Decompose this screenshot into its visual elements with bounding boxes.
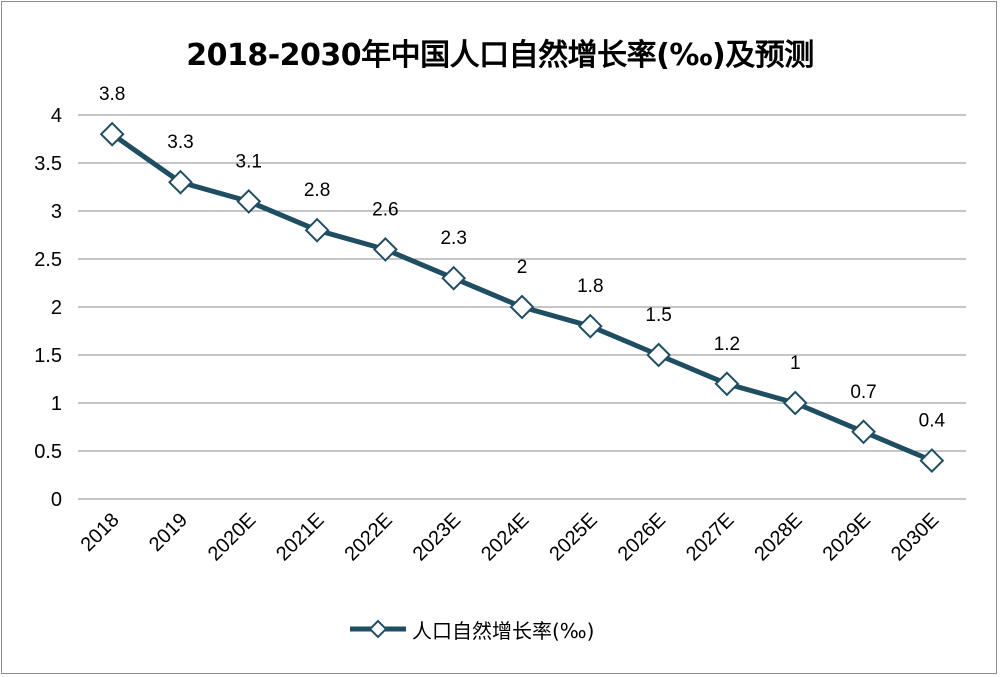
x-tick-label: 2022E bbox=[340, 509, 396, 565]
data-label: 3.1 bbox=[236, 151, 262, 172]
y-tick-label: 2.5 bbox=[34, 249, 62, 271]
data-point-marker bbox=[919, 448, 945, 474]
x-tick-label: 2021E bbox=[272, 509, 328, 565]
legend-label: 人口自然增长率(‰) bbox=[412, 618, 595, 643]
x-tick-label: 2020E bbox=[204, 509, 260, 565]
y-tick-label: 4 bbox=[51, 105, 62, 127]
legend: 人口自然增长率(‰) bbox=[350, 614, 594, 644]
chart-title: 2018-2030年中国人口自然增长率(‰)及预测 bbox=[186, 38, 814, 73]
data-label: 1.5 bbox=[645, 305, 671, 326]
data-label: 0.4 bbox=[919, 411, 946, 432]
x-tick-label: 2029E bbox=[819, 509, 875, 565]
data-point-marker bbox=[714, 371, 740, 397]
data-point-marker bbox=[99, 121, 125, 147]
x-tick-label: 2019 bbox=[145, 509, 192, 556]
data-label: 0.7 bbox=[850, 382, 876, 403]
x-tick-label: 2018 bbox=[77, 509, 124, 556]
y-tick-label: 0.5 bbox=[34, 441, 62, 463]
y-tick-label: 2 bbox=[51, 297, 62, 319]
data-label: 1 bbox=[790, 353, 801, 374]
legend-line-icon bbox=[350, 619, 406, 639]
data-point-marker bbox=[372, 236, 398, 262]
data-label: 3.3 bbox=[167, 132, 193, 153]
x-tick-label: 2025E bbox=[545, 509, 601, 565]
data-label: 3.8 bbox=[99, 84, 125, 105]
x-tick-label: 2023E bbox=[409, 509, 465, 565]
data-point-marker bbox=[509, 294, 535, 320]
x-tick-label: 2024E bbox=[477, 509, 533, 565]
data-point-marker bbox=[236, 188, 262, 214]
data-label: 1.8 bbox=[577, 276, 603, 297]
data-point-marker bbox=[168, 169, 193, 195]
data-label: 2.6 bbox=[372, 199, 398, 220]
y-tick-label: 1.5 bbox=[34, 345, 62, 367]
x-tick-label: 2030E bbox=[887, 509, 943, 565]
data-point-marker bbox=[304, 217, 330, 243]
y-tick-label: 3.5 bbox=[34, 153, 62, 175]
data-point-marker bbox=[646, 342, 672, 368]
data-label: 1.2 bbox=[714, 334, 740, 355]
data-point-marker bbox=[577, 313, 603, 339]
y-tick-label: 3 bbox=[51, 201, 62, 223]
x-tick-label: 2026E bbox=[614, 509, 670, 565]
data-label: 2.3 bbox=[440, 228, 466, 249]
data-point-marker bbox=[441, 265, 467, 291]
x-tick-label: 2028E bbox=[750, 509, 806, 565]
data-point-marker bbox=[851, 419, 876, 445]
y-tick-label: 0 bbox=[51, 489, 62, 511]
data-label: 2.8 bbox=[304, 180, 330, 201]
x-tick-label: 2027E bbox=[682, 509, 738, 565]
data-label: 2 bbox=[517, 257, 528, 278]
data-point-marker bbox=[782, 390, 808, 416]
y-tick-label: 1 bbox=[51, 393, 62, 415]
